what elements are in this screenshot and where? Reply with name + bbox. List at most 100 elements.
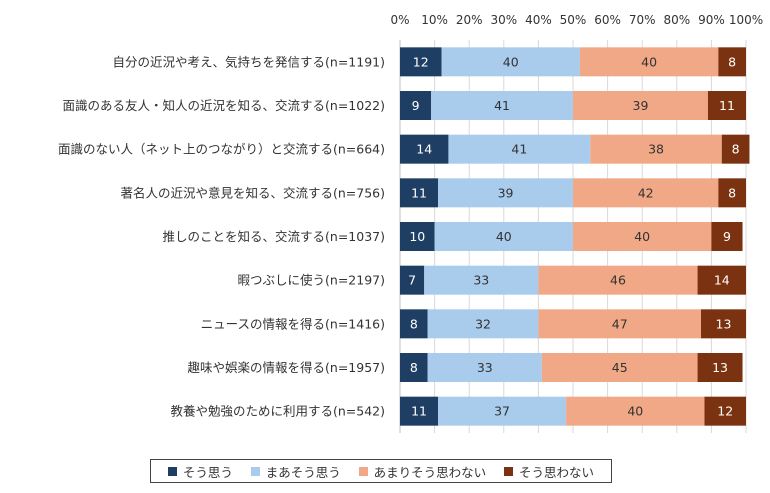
data-label: 9 [723,229,731,244]
bar-segment [566,396,705,426]
bar-segment [538,265,698,295]
x-tick-label: 10% [421,13,448,27]
x-tick-label: 60% [594,13,621,27]
data-label: 12 [413,54,429,69]
bar-segment [697,265,746,295]
data-label: 33 [473,273,489,288]
data-label: 7 [408,273,416,288]
data-label: 40 [641,54,657,69]
data-label: 45 [612,360,628,375]
x-tick-label: 70% [629,13,656,27]
x-tick-label: 40% [525,13,552,27]
bar-segment [400,47,442,77]
data-label: 8 [728,185,736,200]
bar-segment [424,265,539,295]
data-label: 40 [496,229,512,244]
x-tick-label: 80% [663,13,690,27]
data-label: 33 [477,360,493,375]
bar-segment [718,178,746,208]
x-axis-ticks: 0% 10% 20% 30% 40% 50% 60% 70% 80% 90% 100% [390,13,763,27]
data-label: 14 [714,273,730,288]
legend-label: そう思う [182,464,233,480]
data-label: 40 [627,404,643,419]
legend-label: そう思わない [519,464,595,480]
data-label: 8 [728,54,736,69]
x-tick-label: 50% [560,13,587,27]
legend-item: あまりそう思わない [358,462,487,481]
data-label: 41 [494,98,510,113]
data-label: 11 [411,404,427,419]
data-label: 39 [498,185,514,200]
data-label: 38 [648,142,664,157]
bar-segment [538,309,702,339]
bar-segment [438,178,573,208]
x-tick-label: 100% [729,13,763,27]
data-label: 12 [717,404,733,419]
data-label: 13 [716,316,732,331]
bar-segment [573,91,708,120]
bar-segment [697,353,743,382]
data-label: 40 [503,54,519,69]
x-tick-label: 20% [456,13,483,27]
bar-segment [434,222,573,251]
bar-segment [579,47,719,77]
bars: 12 40 40 8 9 41 39 11 14 41 38 8 11 39 42 8 10 40 40 9 7 33 46… [400,47,750,426]
x-tick-label: 90% [698,13,725,27]
bar-segment [448,134,591,164]
category-label: 推しのことを知る、交流する(n=1037) [163,229,385,244]
data-label: 11 [719,98,735,113]
bar-segment [400,91,432,120]
legend-item: まあそう思う [250,462,341,481]
data-label: 9 [412,98,420,113]
bar-segment [400,134,449,164]
category-label: ニュースの情報を得る(n=1416) [201,316,385,331]
data-label: 42 [638,185,654,200]
data-label: 41 [511,142,527,157]
x-tick-label: 30% [490,13,517,27]
bar-segment [427,309,539,339]
data-label: 8 [410,360,418,375]
bar-segment [573,222,712,251]
bar-segment [590,134,722,164]
bar-segment [701,309,746,339]
data-label: 14 [416,142,432,157]
legend-label: まあそう思う [265,464,341,480]
legend-swatch [250,466,260,476]
category-label: 面識のある友人・知人の近況を知る、交流する(n=1022) [63,98,385,113]
bar-segment [427,353,542,382]
data-label: 11 [411,185,427,200]
legend-swatch [358,466,368,476]
bar-segment [441,47,580,77]
category-label: 趣味や娯楽の情報を得る(n=1957) [188,360,385,375]
bar-segment [400,178,439,208]
data-label: 10 [409,229,425,244]
legend-item: そう思う [167,462,233,481]
bar-segment [400,222,435,251]
category-label: 自分の近況や考え、気持ちを発信する(n=1191) [113,54,385,69]
category-label: 著名人の近況や意見を知る、交流する(n=756) [120,185,385,200]
bar-segment [707,91,746,120]
bar-segment [573,178,719,208]
category-label: 教養や勉強のために利用する(n=542) [170,404,385,419]
bar-segment [718,47,746,77]
legend-item: そう思わない [504,462,594,481]
category-label: 面識のない人（ネット上のつながり）と交流する(n=664) [58,142,385,157]
data-label: 8 [732,142,740,157]
category-labels: 自分の近況や考え、気持ちを発信する(n=1191) 面識のある友人・知人の近況を知… [58,54,385,418]
bar-segment [721,134,750,164]
category-label: 暇つぶしに使う(n=2197) [238,273,385,288]
legend-swatch [167,466,177,476]
bar-segment [431,91,573,120]
bar-segment [704,396,746,426]
legend-swatch [504,466,514,476]
bar-segment [541,353,698,382]
data-label: 46 [610,273,626,288]
data-label: 40 [634,229,650,244]
bar-segment [400,353,428,382]
data-label: 13 [712,360,728,375]
legend: そう思う まあそう思う あまりそう思わない そう思わない [150,459,612,483]
legend-label: あまりそう思わない [373,464,487,480]
x-tick-label: 0% [390,13,409,27]
data-label: 47 [612,316,628,331]
